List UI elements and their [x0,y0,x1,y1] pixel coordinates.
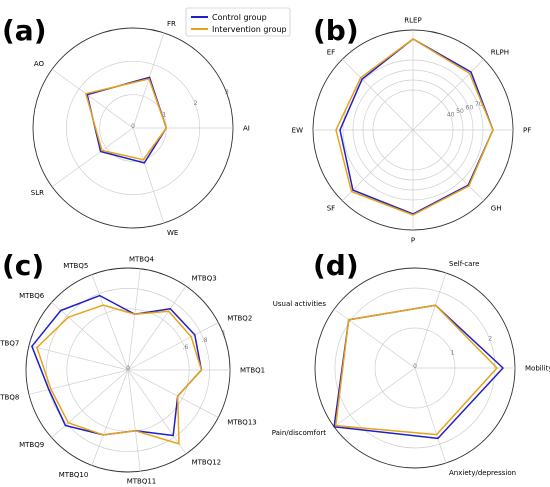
tick-label: 1 [222,330,226,337]
axis-label: MTBQ11 [127,478,157,486]
spoke [127,369,187,455]
axis-label: Self-care [449,260,479,268]
series-line-intervention-group [36,304,203,445]
tick-label: 2 [194,100,198,107]
legend-box [185,7,291,37]
axis-label: EF [327,49,335,57]
series-line-intervention-group [335,38,494,216]
axis-label: RLPH [491,49,509,57]
radar-panel-1: 0 1 2 3 AI FR AO SLR WE (a) [2,14,250,237]
legend: Control group Intervention group [185,7,291,37]
axis-label: Mobility [525,365,550,373]
axis-label: FR [167,20,176,28]
panel-label: (c) [2,249,44,282]
spoke [132,127,165,224]
panel-label: (d) [313,249,359,282]
tick-label: 3 [225,89,229,96]
spoke [127,285,187,371]
spoke [51,369,129,438]
spoke [91,369,129,466]
radar-panels: 0 1 2 3 AI FR AO SLR WE (a) 40 50 60 70 PF RLPH RLEP EF EW… [0,14,550,486]
legend-entry: Intervention group [212,25,287,34]
series-line-control-group [339,38,494,215]
axis-label: AO [34,60,45,68]
spoke [127,369,141,472]
tick-label: 50 [456,108,464,115]
series-line-control-group [333,304,504,440]
axis-label: MTBQ10 [59,471,89,479]
tick-label: .6 [183,344,189,351]
axis-label: MTBQ4 [129,255,155,263]
spoke [414,367,447,464]
panel-label: (b) [313,14,359,47]
series-line-control-group [31,294,203,437]
axis-label: Anxiety/depression [449,469,516,477]
axis-label: MTBQ2 [227,315,252,323]
axis-label: RLEP [404,17,421,25]
tick-label: .8 [202,337,208,344]
axis-label: MTBQ1 [240,367,265,375]
axis-label: SLR [31,189,44,197]
axis-label: AI [243,125,250,133]
spoke [127,369,219,418]
spoke [127,322,219,371]
tick-label: 0 [131,123,135,130]
axis-label: PF [523,127,531,135]
spoke [333,308,416,369]
tick-label: 60 [466,104,474,111]
spoke [51,302,129,371]
series-line-intervention-group [334,304,498,436]
tick-label: 2 [488,336,492,343]
axis-label: Pain/discomfort [272,429,327,437]
tick-label: 0 [126,365,130,372]
tick-label: 0 [413,363,417,370]
axis-label: MTBQ13 [227,419,257,427]
tick-label: 1 [451,349,455,356]
tick-label: 70 [475,101,483,108]
spoke [412,59,484,131]
axis-label: EW [292,127,303,135]
panel-label: (a) [2,14,47,47]
series-line-intervention-group [85,78,168,161]
axis-label: MTBQ8 [0,393,19,401]
spoke [91,274,129,371]
axis-label: P [411,237,415,245]
axis-label: MTBQ6 [19,292,45,300]
spoke [414,272,447,369]
spoke [132,32,165,129]
axis-label: MTBQ5 [63,262,88,270]
axis-label: SF [327,204,335,212]
axis-label: MTBQ7 [0,340,19,348]
spoke [28,369,129,395]
axis-label: MTBQ9 [19,441,44,449]
axis-label: GH [491,204,502,212]
axis-label: MTBQ3 [192,274,217,282]
spoke [28,345,129,371]
spoke [412,129,484,201]
spoke [342,129,414,201]
axis-label: MTBQ12 [192,459,222,467]
radar-panel-2: 40 50 60 70 PF RLPH RLEP EF EW SF P GH (b) [292,14,532,245]
spoke [127,268,141,371]
tick-label: 1 [162,112,166,119]
tick-label: 40 [447,111,455,118]
spoke [333,367,416,428]
radar-panel-3: 0 .6 .8 1 MTBQ1 MTBQ2 MTBQ3 MTBQ4 MTBQ5 MTBQ6 MTBQ… [0,249,265,486]
spoke [342,59,414,131]
axis-label: Usual activities [273,300,327,308]
axis-label: WE [167,229,178,237]
spoke [51,68,134,129]
radar-panel-4: 0 1 2 Mobility Self-care Usual activities Pain… [272,249,550,477]
legend-entry: Control group [212,13,267,22]
spoke [51,127,134,188]
